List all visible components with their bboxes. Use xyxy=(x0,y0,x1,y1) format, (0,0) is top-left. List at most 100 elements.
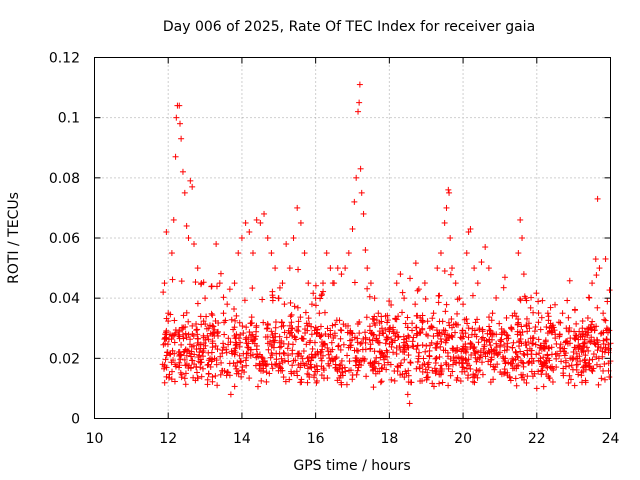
data-point xyxy=(458,360,465,367)
data-point xyxy=(488,317,495,324)
data-point xyxy=(214,329,221,336)
data-point xyxy=(212,317,219,324)
data-point xyxy=(468,341,475,348)
data-point xyxy=(288,311,295,318)
data-point xyxy=(269,294,276,301)
data-point xyxy=(384,359,391,366)
data-point xyxy=(485,358,492,365)
data-point xyxy=(579,318,586,325)
data-point xyxy=(299,355,306,362)
data-point xyxy=(517,297,524,304)
data-point xyxy=(572,332,579,339)
data-point xyxy=(192,279,199,286)
data-point xyxy=(353,174,360,181)
data-point xyxy=(290,370,297,377)
data-point xyxy=(465,372,472,379)
data-point xyxy=(283,241,290,248)
data-point xyxy=(571,382,578,389)
data-point xyxy=(544,310,551,317)
data-point xyxy=(582,361,589,368)
data-point xyxy=(524,328,531,335)
data-point xyxy=(262,334,269,341)
data-point xyxy=(333,354,340,361)
data-point xyxy=(384,319,391,326)
data-point xyxy=(490,376,497,383)
data-point xyxy=(191,351,198,358)
data-point xyxy=(584,326,591,333)
data-point xyxy=(285,358,292,365)
data-point xyxy=(380,352,387,359)
data-point xyxy=(456,355,463,362)
data-point xyxy=(492,347,499,354)
data-point xyxy=(332,332,339,339)
data-point xyxy=(490,363,497,370)
data-point xyxy=(200,353,207,360)
data-point xyxy=(374,368,381,375)
data-point xyxy=(320,375,327,382)
data-point xyxy=(487,342,494,349)
data-point xyxy=(465,228,472,235)
data-point xyxy=(462,344,469,351)
data-point xyxy=(536,350,543,357)
data-point xyxy=(225,369,232,376)
data-point xyxy=(577,334,584,341)
data-point xyxy=(478,259,485,266)
data-point xyxy=(589,368,596,375)
data-point xyxy=(519,359,526,366)
data-point xyxy=(469,325,476,332)
data-point xyxy=(386,298,393,305)
data-point xyxy=(233,341,240,348)
data-point xyxy=(319,291,326,298)
data-point xyxy=(535,310,542,317)
data-point xyxy=(289,362,296,369)
data-point xyxy=(323,250,330,257)
data-point xyxy=(437,343,444,350)
x-tick-label: 14 xyxy=(233,431,251,447)
data-point xyxy=(345,322,352,329)
data-point xyxy=(602,255,609,262)
data-point xyxy=(253,328,260,335)
data-point xyxy=(366,336,373,343)
data-point xyxy=(520,371,527,378)
data-point xyxy=(421,361,428,368)
data-point xyxy=(288,319,295,326)
data-point xyxy=(162,335,169,342)
data-point xyxy=(473,367,480,374)
data-point xyxy=(235,250,242,257)
data-point xyxy=(482,244,489,251)
data-point xyxy=(253,354,260,361)
data-point xyxy=(176,348,183,355)
data-point xyxy=(276,284,283,291)
data-point xyxy=(355,108,362,115)
data-point xyxy=(283,334,290,341)
data-point xyxy=(328,339,335,346)
data-point xyxy=(173,114,180,121)
data-point xyxy=(594,347,601,354)
data-point xyxy=(528,347,535,354)
data-point xyxy=(276,344,283,351)
data-point xyxy=(382,326,389,333)
data-point xyxy=(446,189,453,196)
data-point xyxy=(321,309,328,316)
data-point xyxy=(260,319,267,326)
data-point xyxy=(375,360,382,367)
data-point xyxy=(545,355,552,362)
data-point xyxy=(349,330,356,337)
data-point xyxy=(377,379,384,386)
data-point xyxy=(602,317,609,324)
data-point xyxy=(588,367,595,374)
data-point xyxy=(398,360,405,367)
data-point xyxy=(340,341,347,348)
data-point xyxy=(494,352,501,359)
data-point xyxy=(585,347,592,354)
data-point xyxy=(480,345,487,352)
data-point xyxy=(242,219,249,226)
data-point xyxy=(573,320,580,327)
data-point xyxy=(512,375,519,382)
data-point xyxy=(358,189,365,196)
data-point xyxy=(589,280,596,287)
data-point xyxy=(356,81,363,88)
data-point xyxy=(445,382,452,389)
data-point xyxy=(572,344,579,351)
data-point xyxy=(469,292,476,299)
